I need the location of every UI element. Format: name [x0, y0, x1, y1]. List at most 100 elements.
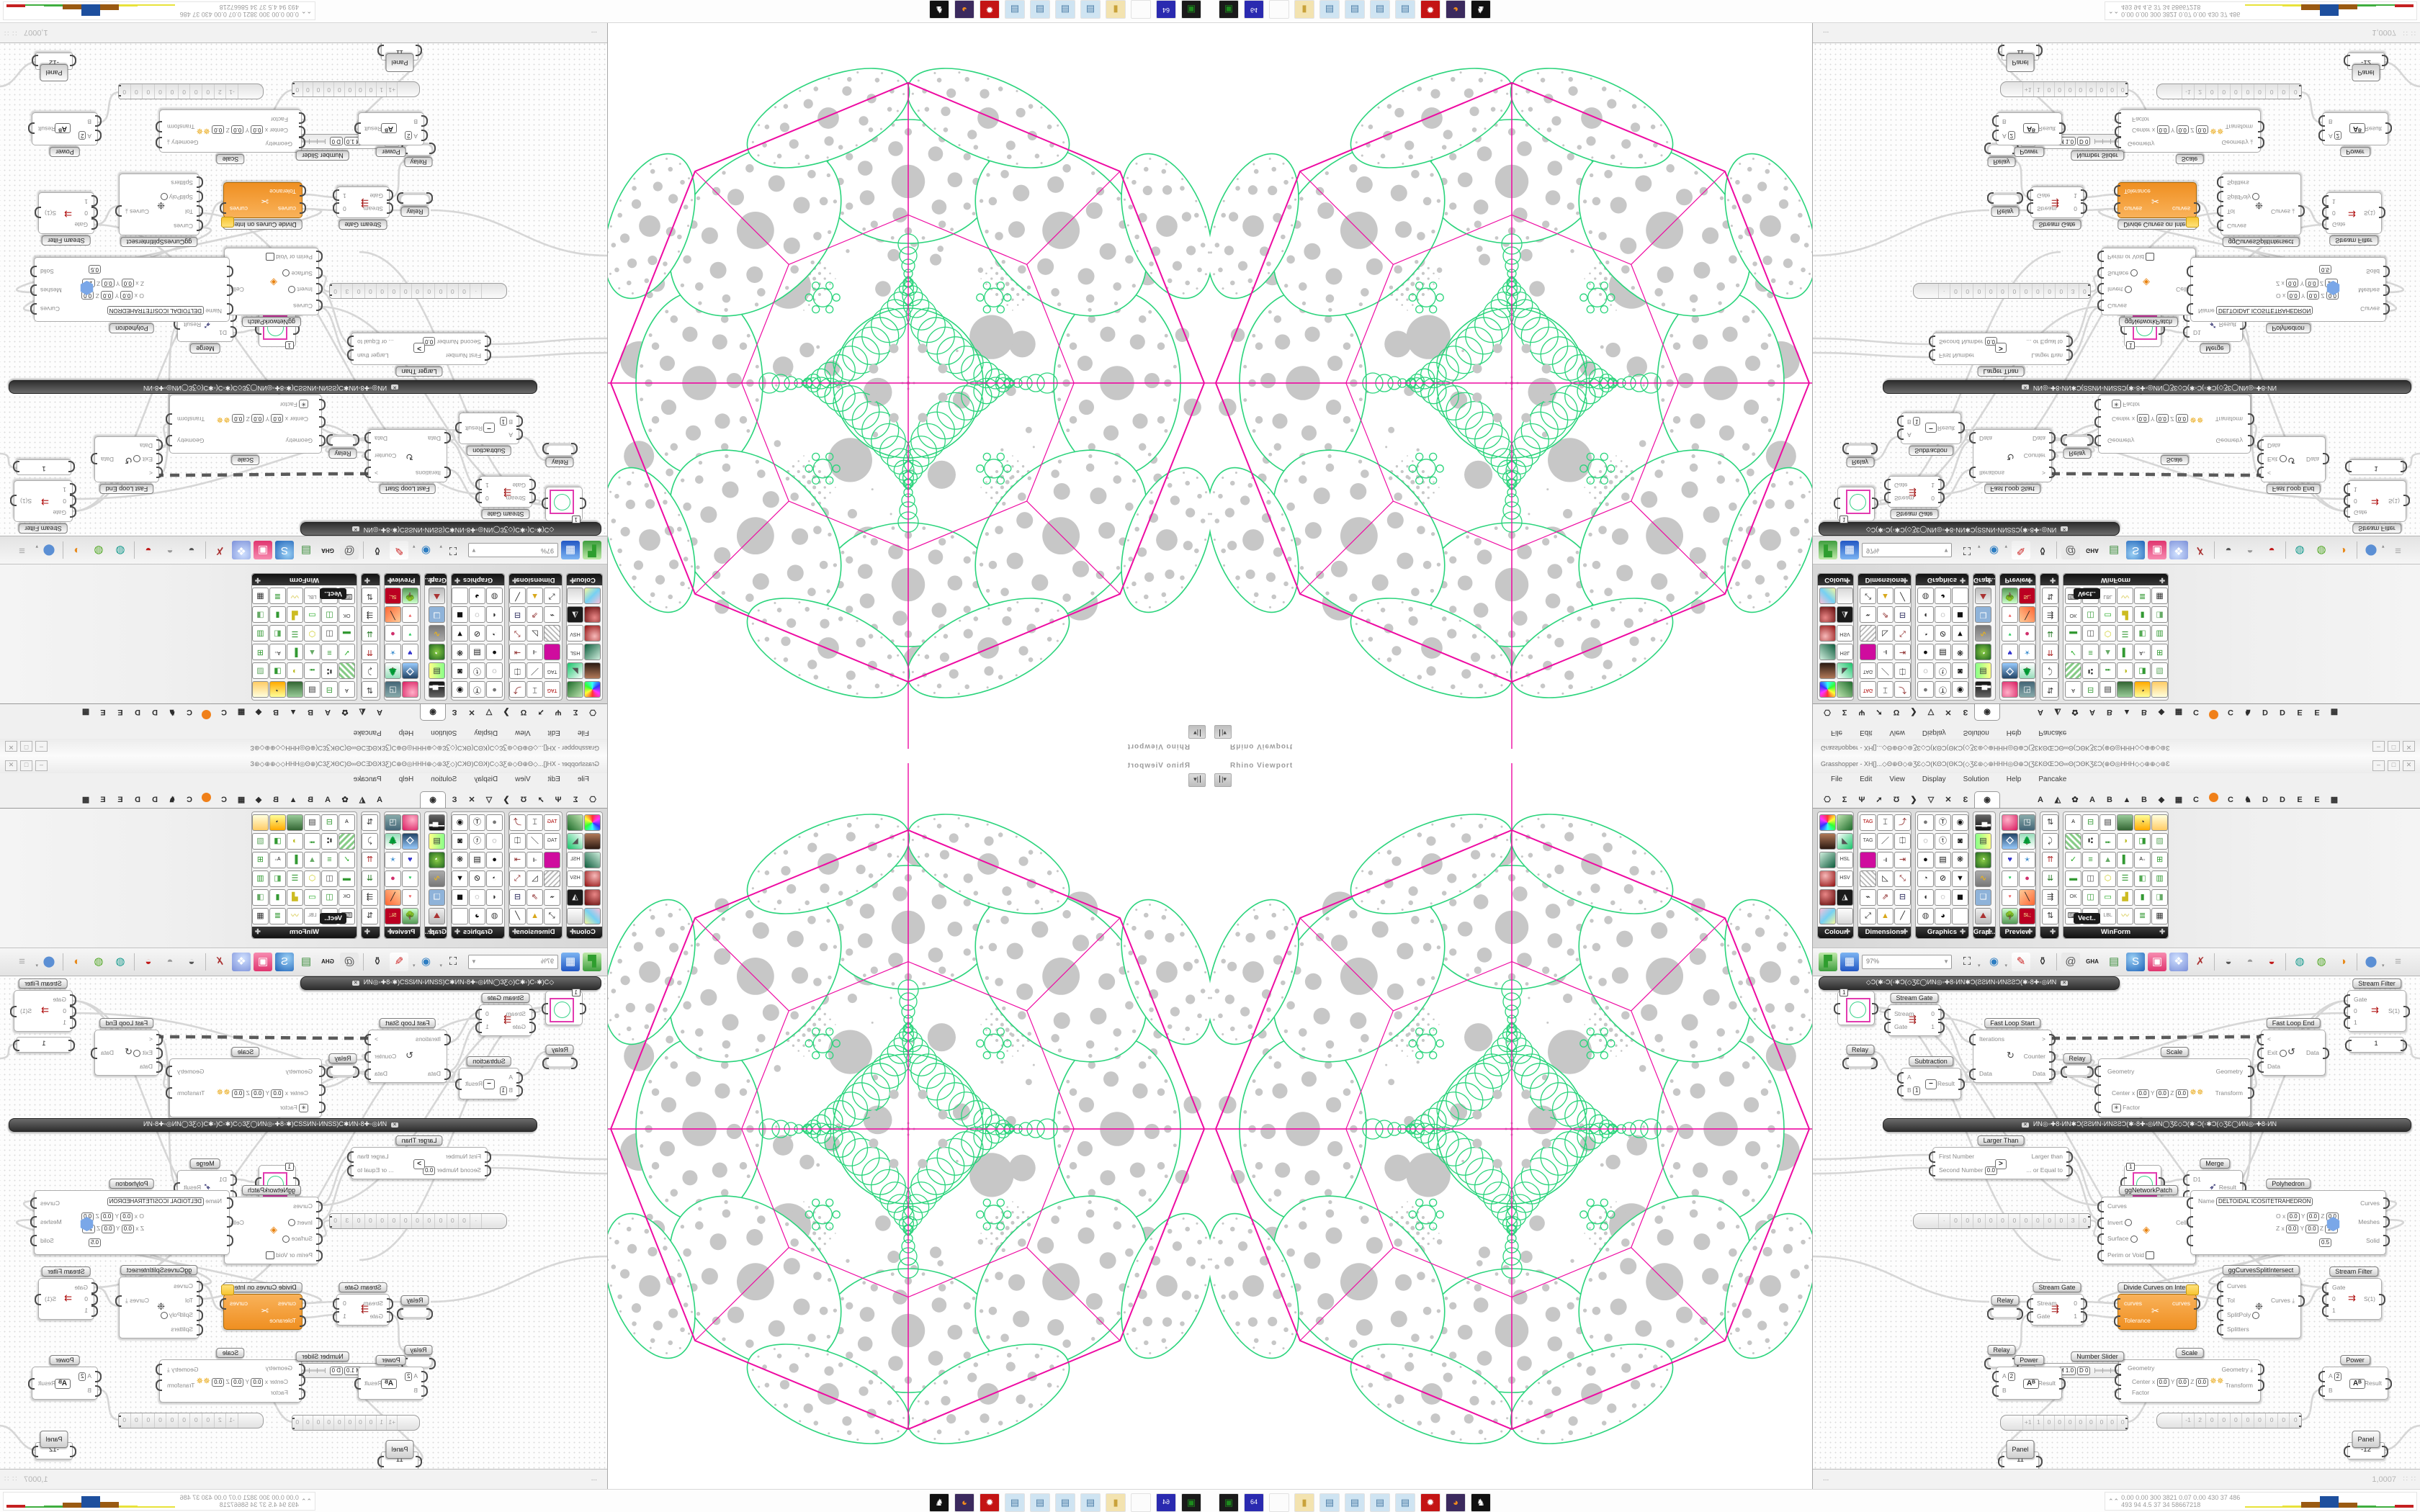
output-port[interactable]: [333, 202, 339, 214]
minimize-button[interactable]: –: [2372, 741, 2385, 752]
component-icon[interactable]: ≣: [2134, 588, 2151, 604]
output-port[interactable]: [475, 1022, 482, 1033]
component-icon[interactable]: ◣: [567, 662, 583, 679]
tab-display[interactable]: ◉: [420, 791, 446, 808]
printer-app-icon[interactable]: ▣: [1181, 0, 1201, 19]
menu-item-view[interactable]: View: [515, 775, 531, 783]
blank-app-icon[interactable]: [1269, 0, 1289, 19]
node-title[interactable]: Relay: [400, 1295, 429, 1305]
input-port[interactable]: [2187, 284, 2193, 296]
tab-tab-c2[interactable]: C: [2228, 708, 2233, 716]
component-icon[interactable]: ◣: [1837, 662, 1853, 679]
scroller-digit[interactable]: 0: [166, 1413, 179, 1428]
notes-icon[interactable]: ▤: [300, 544, 312, 557]
tab-vector[interactable]: ➚: [537, 708, 544, 716]
tab-tab-d2[interactable]: D: [135, 796, 140, 804]
component-icon[interactable]: ▬: [338, 870, 355, 887]
node-title[interactable]: Larger Than: [395, 1135, 443, 1146]
component-icon[interactable]: ⛰: [429, 908, 445, 924]
component-icon[interactable]: ⫣: [526, 644, 543, 660]
component-icon[interactable]: ◉: [452, 681, 468, 698]
node-title[interactable]: Polyhedron: [2266, 1179, 2311, 1189]
component-icon[interactable]: ●: [1917, 644, 1934, 660]
component-icon[interactable]: ♥: [401, 870, 418, 887]
component-icon[interactable]: TAG: [1860, 681, 1876, 698]
tab-tab-a1[interactable]: A: [2038, 708, 2043, 716]
pipe-green-icon[interactable]: ◍: [94, 955, 104, 968]
notepad-app-icon-1[interactable]: ▤: [1319, 1493, 1340, 1512]
gha-icon[interactable]: GHA: [321, 547, 334, 554]
node-gg-network-patch[interactable]: ggNetworkPatch Curves Invert Surface Perim…: [2097, 1185, 2200, 1264]
component-icon[interactable]: ▁▄▂: [1975, 814, 1991, 831]
component-icon[interactable]: [2065, 662, 2082, 679]
component-icon[interactable]: ▤: [429, 662, 445, 679]
component-icon[interactable]: ◔: [429, 852, 445, 868]
grasshopper-titlebar[interactable]: Grasshopper - XH[]...◇Θ⊕Θ◇⊛ƷƐ◇Ɔ(ΚΘƆ(ΘΚƆ(…: [0, 756, 607, 773]
node-title[interactable]: Relay: [1845, 457, 1875, 467]
input-port[interactable]: [2115, 1374, 2121, 1386]
component-icon[interactable]: ◨: [2134, 662, 2151, 679]
tab-tab-orange[interactable]: [198, 704, 215, 720]
input-port[interactable]: [2114, 202, 2120, 214]
scroller-digit[interactable]: 0: [2074, 1416, 2086, 1430]
component-icon[interactable]: [1819, 814, 1836, 831]
node-larger-than[interactable]: Larger Than First Number Second Number 0.0…: [1929, 333, 2073, 377]
input-port[interactable]: [1834, 498, 1840, 509]
notepad-app-icon-3[interactable]: ▤: [1030, 0, 1050, 19]
menu-item-view[interactable]: View: [515, 729, 531, 737]
output-port[interactable]: [333, 189, 339, 201]
component-icon[interactable]: ◙: [452, 833, 468, 850]
output-port[interactable]: [2081, 1311, 2087, 1323]
shell-red-icon[interactable]: ◒: [2268, 544, 2275, 557]
component-icon[interactable]: ⤸: [2042, 833, 2059, 850]
node-larger-than[interactable]: Larger Than First Number Second Number 0.0…: [347, 1135, 491, 1179]
component-icon[interactable]: [251, 814, 269, 831]
input-port[interactable]: [2097, 1233, 2104, 1246]
tab-curve[interactable]: Ʊ: [1893, 796, 1900, 804]
input-port[interactable]: [2344, 483, 2350, 495]
component-icon[interactable]: ❏: [1975, 889, 1991, 906]
node-panel-one[interactable]: 1: [13, 1037, 75, 1053]
component-icon[interactable]: Ⓣ: [469, 681, 485, 698]
input-port[interactable]: [1897, 1085, 1904, 1097]
component-icon[interactable]: ／: [1877, 662, 1894, 679]
component-icon[interactable]: ▦: [2151, 908, 2169, 924]
notepad-app-icon-4[interactable]: ▤: [1005, 1493, 1025, 1512]
tab-params[interactable]: ⎔: [589, 708, 596, 716]
component-icon[interactable]: ⤴: [1894, 814, 1911, 831]
palette-panel-label[interactable]: Graphics ✚: [452, 927, 504, 938]
component-icon[interactable]: ⇅: [361, 681, 378, 698]
output-port[interactable]: [455, 422, 462, 433]
preview-eye-icon-dropdown[interactable]: ▾: [2004, 544, 2008, 549]
component-icon[interactable]: ◌: [486, 662, 503, 679]
scroller-digit[interactable]: 0: [1973, 284, 1985, 298]
output-port[interactable]: [2049, 1068, 2056, 1080]
menu-item-pancake[interactable]: Pancake: [353, 775, 382, 783]
component-icon[interactable]: [584, 681, 601, 698]
sphere-orange-icon[interactable]: ◑: [2339, 955, 2347, 968]
node-title[interactable]: Panel: [2352, 64, 2380, 81]
input-port[interactable]: [1884, 479, 1891, 490]
node-power-2[interactable]: Power A 2 B Result Aᴮ: [2318, 1355, 2392, 1400]
scroller-digit[interactable]: 0: [334, 1416, 346, 1430]
menu-item-file[interactable]: File: [577, 729, 589, 737]
component-icon[interactable]: ◌: [1935, 889, 1951, 906]
scroller-digit[interactable]: 0: [411, 1214, 424, 1228]
node-title[interactable]: Polyhedron: [109, 1179, 154, 1189]
scroller-digit[interactable]: 0: [2031, 284, 2043, 298]
component-icon[interactable]: ♥: [401, 644, 418, 660]
node-subtraction[interactable]: Subtraction A B 1 Result −: [1897, 413, 1965, 456]
component-icon[interactable]: [544, 870, 560, 887]
scroller-digit[interactable]: 0: [2241, 1413, 2254, 1428]
input-port[interactable]: [2187, 303, 2193, 315]
component-icon[interactable]: ●: [1917, 681, 1934, 698]
node-title[interactable]: Stream Filter: [2352, 523, 2401, 534]
node-relay-2[interactable]: Relay: [326, 434, 359, 459]
component-icon[interactable]: ⇅: [361, 814, 378, 831]
component-icon[interactable]: ◺: [526, 625, 543, 642]
node-stream-gate-1[interactable]: Stream Gate Stream Gate 0 1 ⇶: [1884, 476, 1945, 519]
notepad-app-icon-4[interactable]: ▤: [1395, 0, 1415, 19]
input-port[interactable]: [1987, 192, 1994, 204]
component-icon[interactable]: ◫: [321, 870, 338, 887]
